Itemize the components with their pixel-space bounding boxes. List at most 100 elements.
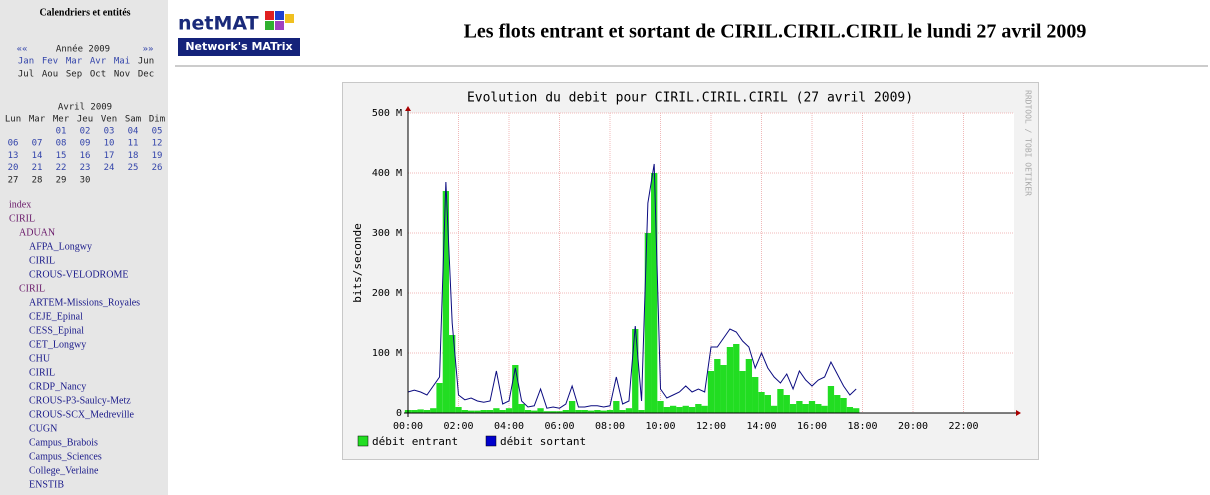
calendar-day[interactable]: 13 <box>8 151 19 161</box>
area-bar <box>777 389 784 413</box>
area-bar <box>707 371 715 413</box>
calendar-day: 30 <box>80 175 91 185</box>
calendar-day[interactable]: 23 <box>80 163 91 173</box>
area-bar <box>739 371 746 413</box>
logo-icon <box>275 21 284 30</box>
series-line <box>407 163 857 409</box>
tree-item[interactable]: CROUS-P3-Saulcy-Metz <box>29 395 131 406</box>
legend-swatch <box>485 435 497 447</box>
area-bar <box>695 404 702 413</box>
calendar-day[interactable]: 19 <box>152 151 163 161</box>
x-axis-arrow <box>1016 410 1021 416</box>
calendar-day[interactable]: 14 <box>32 151 43 161</box>
month-link[interactable]: Dec <box>138 70 154 80</box>
calendar-day[interactable]: 16 <box>80 151 91 161</box>
month-link[interactable]: Oct <box>90 70 106 80</box>
area-bar <box>789 404 797 413</box>
area-bar <box>796 401 803 413</box>
area-bar <box>474 410 481 413</box>
y-tick-label: 500 M <box>372 108 402 119</box>
logo-icon <box>265 21 274 30</box>
tree-item[interactable]: CROUS-VELODROME <box>29 269 128 280</box>
area-bar <box>657 401 664 413</box>
calendar-day[interactable]: 01 <box>56 127 67 137</box>
tree-item[interactable]: CIRIL <box>29 367 55 378</box>
tree-item[interactable]: CESS_Epinal <box>29 325 84 336</box>
logo-text: netMAT <box>178 13 259 35</box>
calendar-day[interactable]: 05 <box>152 127 163 137</box>
tree-item[interactable]: ENSTIB <box>29 479 64 490</box>
calendar-day: 29 <box>56 175 67 185</box>
area-bar <box>808 401 816 413</box>
calendar-day[interactable]: 21 <box>32 163 43 173</box>
calendar-day[interactable]: 09 <box>80 139 91 149</box>
area-bar <box>720 365 727 413</box>
year-label: Année 2009 <box>56 44 110 55</box>
calendar-day[interactable]: 18 <box>128 151 139 161</box>
area-bar <box>512 365 519 413</box>
calendar-day: 27 <box>8 175 19 185</box>
area-bar <box>752 377 759 413</box>
month-link[interactable]: Nov <box>114 70 130 80</box>
year-prev[interactable]: «« <box>17 45 28 55</box>
tree-item[interactable]: CIRIL <box>29 255 55 266</box>
calendar-day[interactable]: 25 <box>128 163 139 173</box>
month-link[interactable]: Jun <box>138 57 154 67</box>
area-bar <box>726 347 734 413</box>
month-link[interactable]: Sep <box>66 70 82 80</box>
month-link[interactable]: Mar <box>66 57 83 67</box>
tree-item[interactable]: CUGN <box>29 423 57 434</box>
watermark: RRDTOOL / TOBI OETIKER <box>1024 90 1033 196</box>
tree-item[interactable]: Campus_Sciences <box>29 451 102 462</box>
tree-item[interactable]: CIRIL <box>19 283 45 294</box>
month-link[interactable]: Fev <box>42 57 58 67</box>
month-link[interactable]: Jul <box>18 70 34 80</box>
tree-item[interactable]: AFPA_Longwy <box>29 241 92 252</box>
tree-item[interactable]: CET_Longwy <box>29 339 86 350</box>
logo-icon <box>275 11 284 20</box>
area-bar <box>663 407 670 413</box>
month-link[interactable]: Aou <box>42 70 58 80</box>
calendar-day[interactable]: 11 <box>128 139 139 149</box>
area-bar <box>619 410 626 413</box>
calendar-day[interactable]: 26 <box>152 163 163 173</box>
tree-item[interactable]: Campus_Brabois <box>29 437 98 448</box>
calendar-day[interactable]: 02 <box>80 127 91 137</box>
area-bar <box>436 383 443 413</box>
tree-item[interactable]: index <box>9 199 31 210</box>
tree-item[interactable]: ADUAN <box>19 227 55 238</box>
calendar-day[interactable]: 17 <box>104 151 115 161</box>
x-tick-label: 08:00 <box>595 421 625 432</box>
calendar-day[interactable]: 24 <box>104 163 115 173</box>
calendar-day[interactable]: 08 <box>56 139 67 149</box>
calendar-day[interactable]: 12 <box>152 139 163 149</box>
calendar-day[interactable]: 06 <box>8 139 19 149</box>
calendar-day[interactable]: 15 <box>56 151 67 161</box>
tree-item[interactable]: CEJE_Epinal <box>29 311 83 322</box>
weekday: Ven <box>101 115 117 125</box>
calendar-day[interactable]: 03 <box>104 127 115 137</box>
calendar-day[interactable]: 04 <box>128 127 139 137</box>
y-tick-label: 300 M <box>372 228 402 239</box>
tree-item[interactable]: College_Verlaine <box>29 465 99 476</box>
tree-item[interactable]: CHU <box>29 353 51 364</box>
tree-item[interactable]: CRDP_Nancy <box>29 381 86 392</box>
area-bar <box>701 405 708 413</box>
month-link[interactable]: Mai <box>114 57 130 67</box>
area-bar <box>625 408 633 413</box>
area-bar <box>758 392 765 413</box>
month-link[interactable]: Jan <box>18 57 34 67</box>
tree-item[interactable]: CROUS-SCX_Medreville <box>29 409 135 420</box>
logo-icon <box>265 11 274 20</box>
tree-item[interactable]: CIRIL <box>9 213 35 224</box>
calendar-day[interactable]: 07 <box>32 139 43 149</box>
calendar-day[interactable]: 22 <box>56 163 67 173</box>
area-bar <box>486 410 494 413</box>
calendar-day[interactable]: 20 <box>8 163 19 173</box>
tree-item[interactable]: ARTEM-Missions_Royales <box>29 297 140 308</box>
year-next[interactable]: »» <box>143 45 154 55</box>
calendar-day[interactable]: 10 <box>104 139 115 149</box>
month-link[interactable]: Avr <box>90 57 107 67</box>
area-bar <box>764 395 771 413</box>
